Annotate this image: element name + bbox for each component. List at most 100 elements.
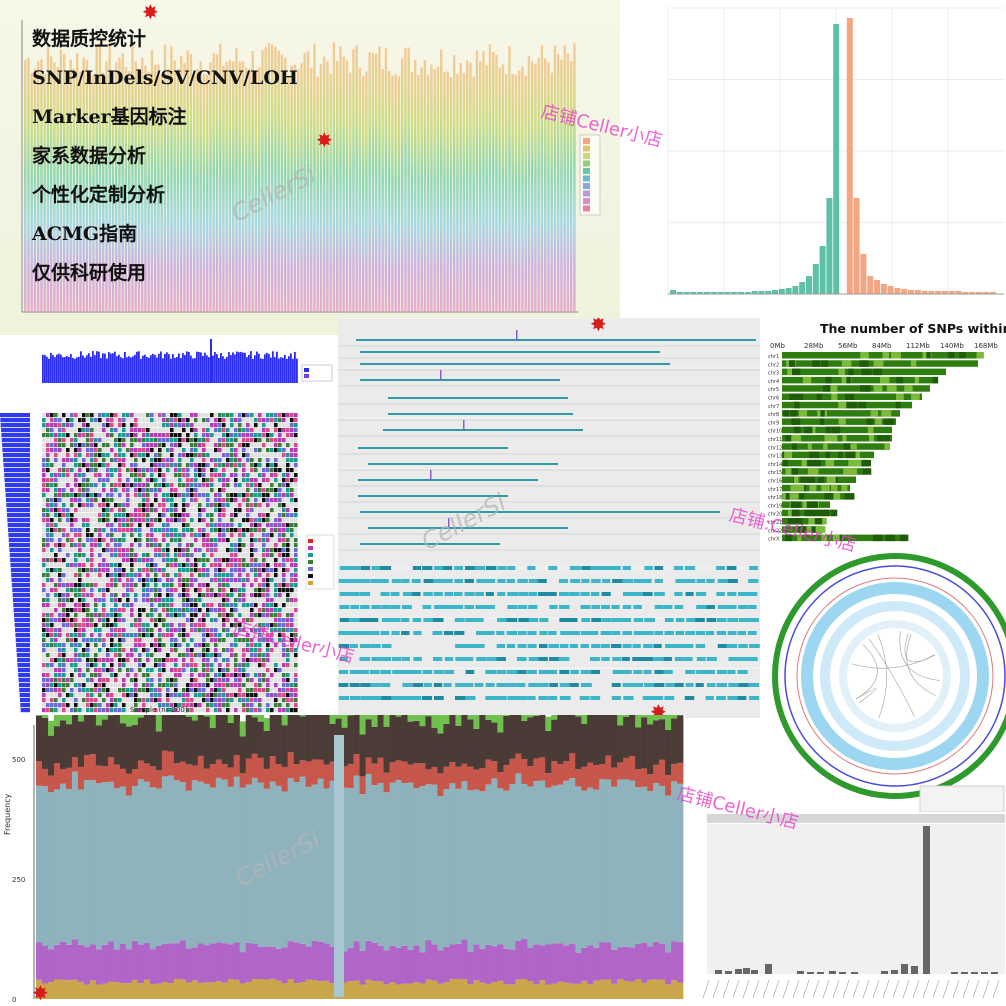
mutation-cell — [290, 653, 294, 658]
bar — [37, 61, 40, 312]
mutation-cell — [74, 618, 78, 623]
mutation-cell — [138, 543, 142, 548]
mutation-cell — [182, 613, 186, 618]
mutation-cell — [238, 663, 242, 668]
mutation-cell — [214, 523, 218, 528]
read-segment — [580, 605, 591, 609]
read-segment — [705, 696, 714, 700]
mutation-cell — [186, 443, 190, 448]
mutation-cell — [234, 598, 238, 603]
mutation-cell — [126, 558, 130, 563]
mutation-cell — [186, 543, 190, 548]
mutation-cell — [138, 448, 142, 453]
mutation-cell — [222, 463, 226, 468]
tmb-bar — [44, 355, 46, 383]
mutation-cell — [82, 643, 86, 648]
mutation-cell — [106, 493, 110, 498]
mutation-cell — [266, 518, 270, 523]
mutation-cell — [194, 633, 198, 638]
mutation-cell — [262, 453, 266, 458]
read-segment — [738, 683, 749, 687]
mutation-cell — [162, 433, 166, 438]
read-segment — [748, 683, 760, 687]
mutation-cell — [50, 528, 54, 533]
tmb-bar — [162, 358, 164, 383]
mutation-cell — [150, 473, 154, 478]
mutation-cell — [98, 518, 102, 523]
mutation-cell — [126, 633, 130, 638]
chromosome-bar — [782, 468, 864, 475]
mutation-cell — [134, 553, 138, 558]
mutation-cell — [74, 593, 78, 598]
legend-swatch — [583, 190, 590, 197]
mutation-cell — [66, 478, 70, 483]
gene-freq-bar — [9, 543, 30, 548]
tmb-bar — [244, 352, 246, 383]
mutation-cell — [194, 523, 198, 528]
mutation-cell — [190, 433, 194, 438]
mutation-cell — [262, 568, 266, 573]
read-segment — [506, 644, 516, 648]
tmb-bar — [88, 353, 90, 383]
mutation-cell — [198, 503, 202, 508]
read-segment — [391, 579, 402, 583]
mutation-cell — [50, 513, 54, 518]
mutation-cell — [98, 478, 102, 483]
mutation-cell — [234, 493, 238, 498]
mutation-cell — [178, 653, 182, 658]
density-segment — [810, 468, 819, 475]
mutation-cell — [162, 673, 166, 678]
density-segment — [867, 426, 874, 434]
mutation-cell — [58, 593, 62, 598]
mutation-cell — [174, 633, 178, 638]
mutation-cell — [94, 563, 98, 568]
mutation-cell — [150, 653, 154, 658]
mutation-cell — [146, 493, 150, 498]
mutation-cell — [122, 463, 126, 468]
mutation-cell — [82, 503, 86, 508]
mutation-cell — [214, 613, 218, 618]
mutation-cell — [86, 628, 90, 633]
histogram-bar — [690, 292, 697, 294]
tmb-bar — [150, 355, 152, 383]
mutation-cell — [162, 423, 166, 428]
mutation-cell — [142, 623, 146, 628]
mutation-cell — [262, 503, 266, 508]
bar — [98, 43, 102, 313]
mutation-cell — [282, 523, 286, 528]
mutation-cell — [270, 653, 274, 658]
mutation-cell — [50, 608, 54, 613]
mutation-cell — [46, 703, 50, 708]
mutation-cell — [174, 618, 178, 623]
mutation-cell — [238, 643, 242, 648]
mutation-cell — [178, 683, 182, 688]
histogram-bar — [908, 290, 914, 294]
mutation-cell — [106, 613, 110, 618]
mutation-cell — [170, 423, 174, 428]
mutation-cell — [134, 693, 138, 698]
mutation-cell — [178, 678, 182, 683]
mutation-cell — [282, 483, 286, 488]
mutation-cell — [70, 543, 74, 548]
read-segment — [600, 631, 612, 635]
mutation-cell — [42, 518, 46, 523]
mutation-cell — [42, 643, 46, 648]
mutation-cell — [162, 513, 166, 518]
tmb-bar — [146, 357, 148, 383]
bar — [186, 50, 189, 312]
mutation-cell — [242, 588, 246, 593]
mutation-cell — [290, 648, 294, 653]
mutation-cell — [142, 643, 146, 648]
mutation-cell — [82, 633, 86, 638]
mutation-cell — [242, 418, 246, 423]
mutation-cell — [254, 663, 258, 668]
mutation-cell — [274, 608, 278, 613]
mutation-cell — [294, 588, 298, 593]
mutation-cell — [162, 443, 166, 448]
density-segment — [959, 352, 966, 359]
mutation-cell — [82, 703, 86, 708]
mutation-cell — [190, 513, 194, 518]
mutation-cell — [42, 678, 46, 683]
mutation-cell — [246, 483, 250, 488]
mutation-cell — [214, 678, 218, 683]
